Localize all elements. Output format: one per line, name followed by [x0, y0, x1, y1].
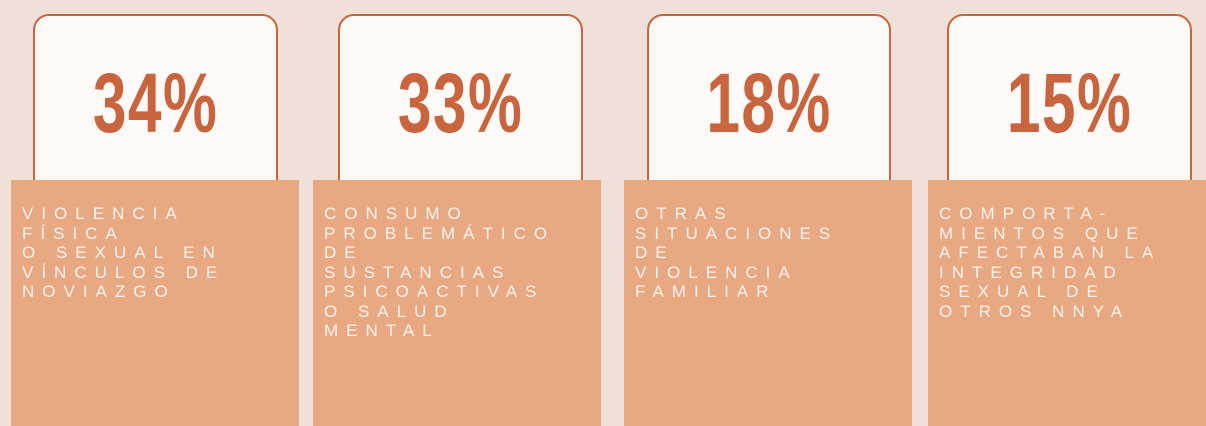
label-line: VIOLENCIA [22, 204, 185, 223]
label-text: CONSUMO PROBLEMÁTICO DE SUSTANCIAS PSICOACTI… [324, 204, 555, 341]
label-block: COMPORTA- MIENTOS QUE AFECTABAN LA INTEGRID… [928, 180, 1206, 426]
label-line: OTRAS [635, 204, 734, 223]
stat-value: 15% [1006, 56, 1133, 150]
label-line: MIENTOS QUE [939, 223, 1146, 243]
label-line: SEXUAL DE [939, 282, 1106, 301]
label-line: CONSUMO [324, 204, 469, 223]
label-line: DE [635, 243, 675, 262]
stat-value: 33% [397, 56, 524, 150]
label-line: MENTAL [324, 321, 440, 340]
label-line: FAMILIAR [635, 282, 777, 301]
label-line: INTEGRIDAD [939, 262, 1124, 282]
label-block: OTRAS SITUACIONES DE VIOLENCIA FAMILIAR [624, 180, 912, 426]
label-block: VIOLENCIA FÍSICA O SEXUAL EN VÍNCULOS DE NOV… [11, 180, 299, 426]
label-block: CONSUMO PROBLEMÁTICO DE SUSTANCIAS PSICOACTI… [313, 180, 601, 426]
stat-value: 34% [92, 56, 219, 150]
label-line: PSICOACTIVAS [324, 282, 545, 301]
label-text: COMPORTA- MIENTOS QUE AFECTABAN LA INTEGRID… [939, 204, 1161, 321]
label-line: DE [324, 243, 364, 262]
label-line: AFECTABAN LA [939, 243, 1162, 262]
label-line: SITUACIONES [635, 223, 839, 243]
label-line: OTROS NNYA [939, 301, 1131, 321]
label-line: O SEXUAL EN [22, 243, 223, 262]
stat-value: 18% [706, 56, 832, 150]
label-line: PROBLEMÁTICO [324, 223, 556, 243]
label-line: SUSTANCIAS [324, 262, 512, 282]
label-text: VIOLENCIA FÍSICA O SEXUAL EN VÍNCULOS DE NOV… [22, 204, 225, 302]
label-line: VÍNCULOS DE [22, 262, 226, 282]
label-line: COMPORTA- [939, 204, 1114, 223]
label-line: VIOLENCIA [635, 262, 798, 282]
label-line: O SALUD [324, 301, 455, 321]
label-text: OTRAS SITUACIONES DE VIOLENCIA FAMILIAR [635, 204, 838, 302]
label-line: FÍSICA [22, 223, 125, 243]
label-line: NOVIAZGO [22, 282, 176, 301]
